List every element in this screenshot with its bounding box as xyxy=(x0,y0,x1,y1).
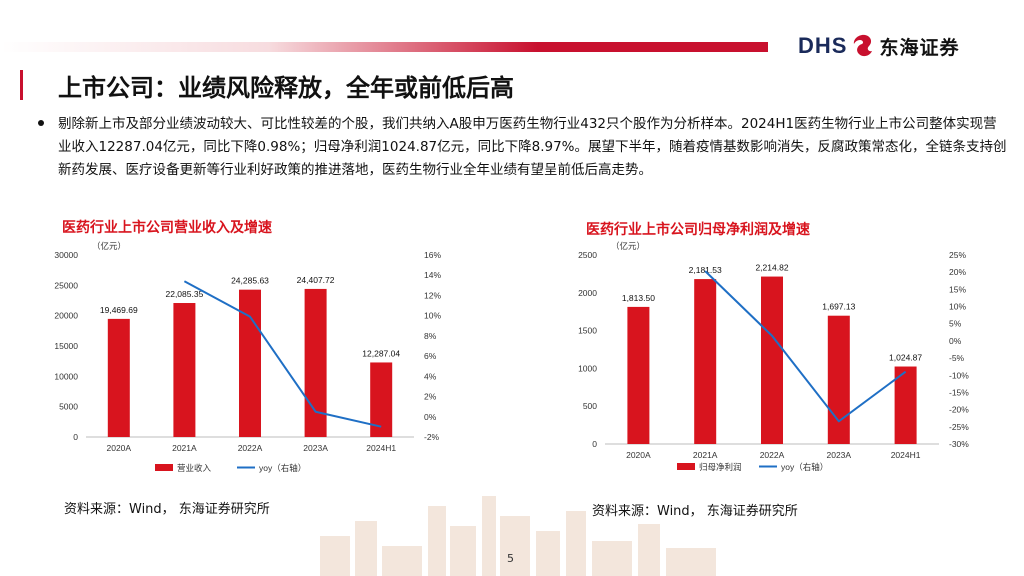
y-left-tick-label: 30000 xyxy=(54,250,78,260)
y-left-tick-label: 5000 xyxy=(59,402,78,412)
x-tick-label: 2022A xyxy=(760,450,785,460)
y-left-tick-label: 2000 xyxy=(578,288,597,298)
y-left-tick-label: 0 xyxy=(73,432,78,442)
logo-text-cn: 东海证券 xyxy=(879,36,960,59)
x-tick-label: 2021A xyxy=(172,443,197,453)
y-right-tick-label: 0% xyxy=(949,336,962,346)
slide-title: 上市公司：业绩风险释放，全年或前低后高 xyxy=(58,73,514,102)
yoy-line xyxy=(704,270,907,423)
yoy-line xyxy=(183,280,382,428)
bar-value-label: 2,214.82 xyxy=(755,263,788,273)
y-left-tick-label: 1500 xyxy=(578,326,597,336)
legend-line-label: yoy（右轴） xyxy=(259,463,306,473)
y-right-tick-label: -15% xyxy=(949,387,969,397)
legend-line-label: yoy（右轴） xyxy=(781,462,828,472)
chart-source-profit: 资料来源：Wind， 东海证券研究所 xyxy=(592,504,798,519)
y-left-tick-label: 1000 xyxy=(578,363,597,373)
y-right-tick-label: 2% xyxy=(424,392,437,402)
x-tick-label: 2022A xyxy=(238,443,263,453)
x-tick-label: 2021A xyxy=(693,450,718,460)
revenue-chart: （亿元） 0 5000 10000 15000 20000 25000 30000 -2% 0% 2… xyxy=(54,241,441,473)
y-right-tick-label: 10% xyxy=(424,311,441,321)
bullet-dot xyxy=(38,120,44,126)
bar xyxy=(370,362,393,437)
legend-bar-label: 归母净利润 xyxy=(699,462,742,472)
bar-value-label: 24,407.72 xyxy=(297,275,335,285)
bar xyxy=(304,288,327,437)
y-right-tick-label: 0% xyxy=(424,412,437,422)
bar xyxy=(107,318,130,437)
seahorse-logo-icon xyxy=(854,34,873,57)
y-right-tick-label: 25% xyxy=(949,250,966,260)
y-right-tick-label: -20% xyxy=(949,405,969,415)
bar xyxy=(627,306,650,444)
bar xyxy=(239,289,261,437)
company-logo: DHS 东海证券 xyxy=(798,30,959,62)
x-tick-label: 2020A xyxy=(626,450,651,460)
bar-value-label: 1,024.87 xyxy=(889,353,922,363)
y-left-tick-label: 0 xyxy=(592,439,597,449)
y-left-tick-label: 2500 xyxy=(578,250,597,260)
y-right-tick-label: 4% xyxy=(424,371,437,381)
bar-value-label: 2,181.53 xyxy=(689,265,722,275)
city-skyline-watermark xyxy=(320,496,716,576)
bar-value-label: 1,697.13 xyxy=(822,302,855,312)
y-left-tick-label: 500 xyxy=(583,401,597,411)
y-right-tick-label: 14% xyxy=(424,270,441,280)
header-stripe xyxy=(0,42,768,52)
y-right-tick-label: 15% xyxy=(949,284,966,294)
legend-bar-label: 营业收入 xyxy=(177,463,212,473)
profit-chart: （亿元） 0 500 1000 1500 2000 2500 -30% -25% -20% -15%… xyxy=(578,241,969,472)
chart-title-profit: 医药行业上市公司归母净利润及增速 xyxy=(586,222,810,238)
y-unit-label: （亿元） xyxy=(92,241,126,251)
y-right-tick-label: 16% xyxy=(424,250,441,260)
chart-title-revenue: 医药行业上市公司营业收入及增速 xyxy=(62,220,272,236)
y-left-tick-label: 10000 xyxy=(54,371,78,381)
y-right-tick-label: 12% xyxy=(424,290,441,300)
y-right-tick-label: -5% xyxy=(949,353,965,363)
y-right-tick-label: -2% xyxy=(424,432,440,442)
legend-bar-swatch xyxy=(677,463,695,470)
bar-value-label: 1,813.50 xyxy=(622,293,655,303)
summary-paragraph: 剔除新上市及部分业绩波动较大、可比性较差的个股，我们共纳入A股申万医药生物行业4… xyxy=(58,116,1007,178)
bar xyxy=(761,276,783,444)
y-left-tick-label: 20000 xyxy=(54,311,78,321)
y-right-tick-label: -25% xyxy=(949,422,969,432)
y-right-tick-label: 6% xyxy=(424,351,437,361)
y-right-tick-label: 5% xyxy=(949,319,962,329)
x-tick-label: 2024H1 xyxy=(366,443,396,453)
bar xyxy=(694,279,717,444)
y-right-tick-label: 10% xyxy=(949,302,966,312)
y-right-tick-label: 8% xyxy=(424,331,437,341)
bar-value-label: 12,287.04 xyxy=(362,348,400,358)
bar-value-label: 24,285.63 xyxy=(231,276,269,286)
bar-value-label: 19,469.69 xyxy=(100,305,138,315)
legend-bar-swatch xyxy=(155,464,173,471)
x-tick-label: 2020A xyxy=(107,443,132,453)
chart-source-revenue: 资料来源：Wind， 东海证券研究所 xyxy=(64,502,270,517)
bar xyxy=(173,303,196,437)
y-left-tick-label: 15000 xyxy=(54,341,78,351)
logo-text-en: DHS xyxy=(798,33,848,58)
y-right-tick-label: -30% xyxy=(949,439,969,449)
bar xyxy=(894,366,917,444)
bar xyxy=(827,315,850,444)
title-accent-bar xyxy=(20,70,23,100)
y-unit-label: （亿元） xyxy=(611,241,645,251)
y-left-tick-label: 25000 xyxy=(54,280,78,290)
bar-value-label: 22,085.35 xyxy=(165,289,203,299)
page-number: 5 xyxy=(507,552,514,565)
x-tick-label: 2024H1 xyxy=(891,450,921,460)
y-right-tick-label: -10% xyxy=(949,370,969,380)
x-tick-label: 2023A xyxy=(827,450,852,460)
x-tick-label: 2023A xyxy=(303,443,328,453)
y-right-tick-label: 20% xyxy=(949,267,966,277)
